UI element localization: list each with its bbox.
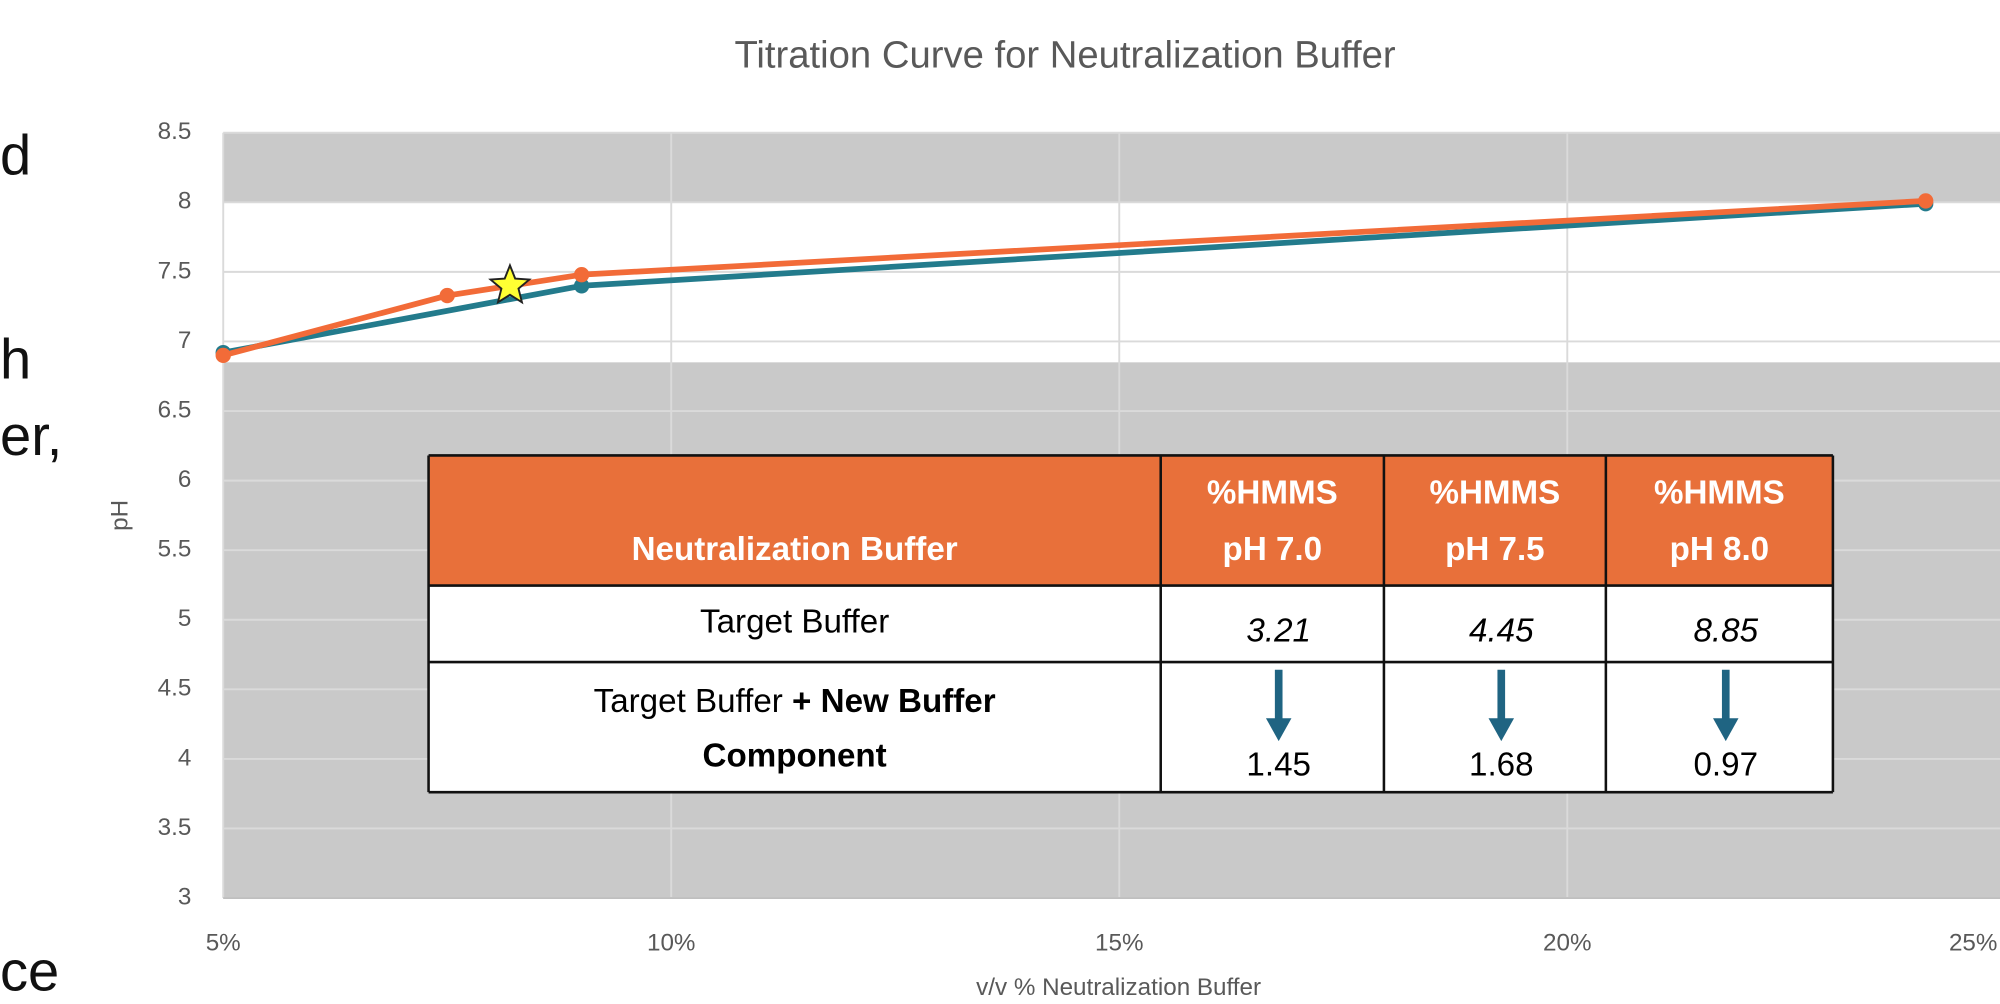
y-tick-label: 8.5 xyxy=(158,118,192,145)
chart-title: Titration Curve for Neutralization Buffe… xyxy=(734,34,1395,77)
table-header-cell: %HMMS xyxy=(1654,475,1785,512)
point xyxy=(573,278,590,294)
point xyxy=(1918,193,1934,209)
down-arrow-head xyxy=(1488,718,1515,742)
x-tick-label: 25% xyxy=(1949,929,1997,956)
highlight-band xyxy=(223,202,2000,363)
table-header-cell: pH 7.0 xyxy=(1223,531,1323,568)
table-body-bg xyxy=(428,585,1833,793)
y-tick-label: 8 xyxy=(178,188,191,215)
table-value: 0.97 xyxy=(1693,746,1758,783)
y-tick-label: 6 xyxy=(178,466,191,493)
y-tick-label: 4.5 xyxy=(158,675,192,702)
y-tick-label: 5 xyxy=(178,605,191,632)
y-tick-label: 4 xyxy=(178,744,191,771)
table-header-cell: pH 8.0 xyxy=(1670,531,1770,568)
table-row-label: Target Buffer + New Buffer xyxy=(594,683,996,720)
y-axis-label: pH xyxy=(107,500,134,531)
y-tick-label: 3 xyxy=(178,883,191,910)
table-row-label: Component xyxy=(703,738,887,775)
side-text: er, xyxy=(0,404,62,467)
table-header-cell: Neutralization Buffer xyxy=(632,531,958,568)
point xyxy=(215,347,231,364)
table-value: 4.45 xyxy=(1469,613,1534,650)
table-value: 1.45 xyxy=(1246,746,1311,783)
table-row-label-part: Target Buffer xyxy=(594,683,792,720)
y-tick-label: 3.5 xyxy=(158,814,192,841)
table-header-cell: %HMMS xyxy=(1207,475,1338,512)
table-row-label-part: + New Buffer xyxy=(792,683,996,720)
y-tick-label: 7.5 xyxy=(158,257,192,284)
y-tick-label: 6.5 xyxy=(158,396,192,423)
table-value: 8.85 xyxy=(1693,613,1758,650)
side-text: d xyxy=(0,123,31,186)
down-arrow-head xyxy=(1713,718,1739,742)
side-text: ce xyxy=(0,940,59,1003)
table: Neutralization Buffer %HMMS pH 7.0 %HMMS pH … xyxy=(427,454,1835,794)
table-row-label: Target Buffer xyxy=(700,604,889,641)
y-tick-label: 7 xyxy=(178,327,191,354)
x-tick-label: 20% xyxy=(1543,929,1591,956)
table-header-bg xyxy=(428,455,1833,586)
down-arrow-head xyxy=(1265,718,1292,742)
point xyxy=(439,287,455,304)
table-value: 3.21 xyxy=(1246,613,1311,650)
table-header-cell: %HMMS xyxy=(1430,475,1561,512)
x-tick-label: 5% xyxy=(206,929,241,956)
side-text: h xyxy=(0,327,31,390)
x-tick-label: 15% xyxy=(1095,929,1143,956)
star-marker xyxy=(488,262,532,305)
table-header-cell: pH 7.5 xyxy=(1445,531,1545,568)
x-axis-label: v/v % Neutralization Buffer xyxy=(976,974,1261,1001)
y-tick-label: 5.5 xyxy=(158,536,192,563)
point xyxy=(573,267,590,283)
x-tick-label: 10% xyxy=(647,929,695,956)
table-value: 1.68 xyxy=(1469,746,1534,783)
